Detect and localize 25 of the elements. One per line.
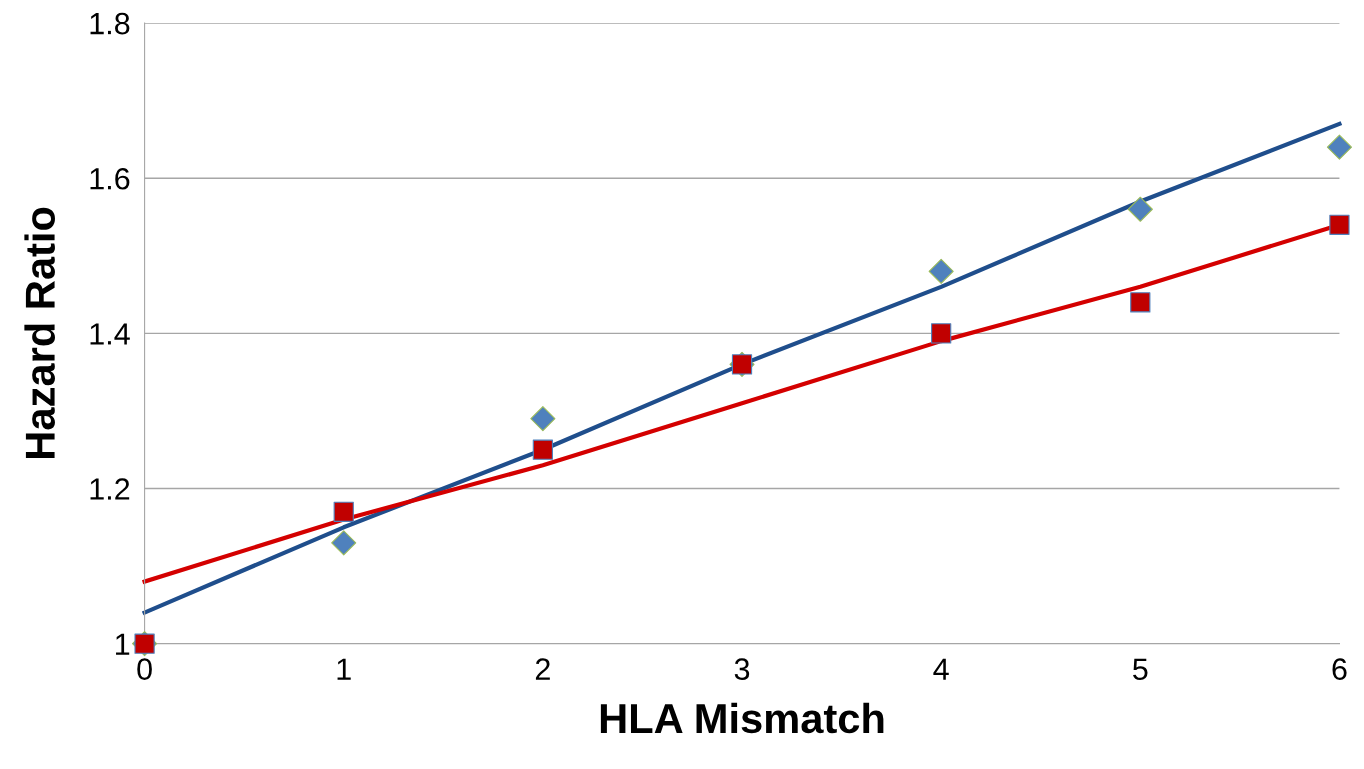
- point: [1127, 196, 1153, 222]
- y-tick-label: 1.6: [90, 167, 130, 190]
- x-tick-label: 2: [535, 658, 550, 680]
- x-tick-label: 3: [734, 658, 750, 680]
- point: [928, 258, 954, 284]
- x-axis-title: HLA Mismatch: [600, 702, 884, 734]
- y-axis-title: Hazard Ratio: [24, 207, 55, 458]
- y-tick-label: 1.4: [90, 323, 130, 345]
- x-tick-label: 0: [137, 658, 152, 680]
- line-series: [142, 121, 1342, 615]
- point: [530, 406, 556, 432]
- point: [331, 530, 357, 556]
- point: [1326, 134, 1353, 160]
- point: [532, 439, 553, 460]
- y-tick-label: 1.8: [90, 12, 130, 35]
- x-tick-label: 1: [337, 658, 351, 680]
- x-tick-label: 5: [1133, 658, 1148, 680]
- point: [333, 501, 354, 522]
- point: [1329, 214, 1350, 235]
- x-tick-label: 6: [1332, 658, 1347, 680]
- point: [1130, 292, 1151, 313]
- point: [931, 323, 952, 344]
- x-tick-label: 4: [933, 658, 949, 680]
- y-tick-label: 1: [116, 633, 130, 655]
- y-tick-label: 1.2: [90, 478, 130, 500]
